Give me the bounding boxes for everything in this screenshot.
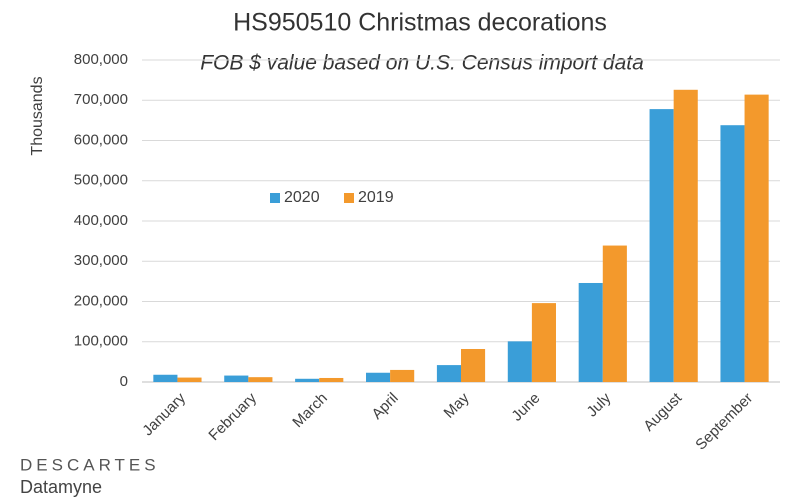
y-tick-label: 300,000 bbox=[74, 252, 128, 269]
bar bbox=[720, 125, 745, 382]
y-tick-label: 400,000 bbox=[74, 212, 128, 229]
x-tick-label: May bbox=[441, 389, 473, 421]
y-tick-label: 0 bbox=[120, 373, 128, 390]
bar bbox=[319, 377, 344, 382]
brand-product: Datamyne bbox=[20, 477, 102, 497]
x-tick-label: August bbox=[640, 389, 686, 435]
bar bbox=[578, 282, 603, 382]
y-tick-label: 200,000 bbox=[74, 292, 128, 309]
chart-title: HS950510 Christmas decorations bbox=[233, 9, 607, 37]
bar bbox=[436, 365, 461, 382]
y-tick-label: 500,000 bbox=[74, 172, 128, 189]
y-tick-label: 700,000 bbox=[74, 91, 128, 108]
x-tick-label: March bbox=[289, 390, 330, 431]
legend-label: 2019 bbox=[358, 189, 394, 206]
brand-name: DESCARTES bbox=[20, 455, 160, 474]
bar bbox=[224, 375, 249, 382]
chart-subtitle: FOB $ value based on U.S. Census import … bbox=[200, 52, 644, 75]
y-tick-label: 600,000 bbox=[74, 131, 128, 148]
bar bbox=[507, 341, 532, 382]
x-tick-label: September bbox=[692, 390, 756, 454]
bar bbox=[366, 372, 391, 382]
bar bbox=[531, 303, 556, 382]
legend-label: 2020 bbox=[284, 189, 320, 206]
y-tick-label: 100,000 bbox=[74, 333, 128, 350]
x-tick-label: February bbox=[205, 389, 260, 444]
bar bbox=[295, 378, 320, 382]
x-tick-label: July bbox=[584, 389, 615, 420]
bar bbox=[390, 369, 415, 382]
legend-swatch bbox=[270, 193, 280, 203]
bar bbox=[153, 374, 178, 382]
bar bbox=[248, 377, 273, 382]
x-tick-label: April bbox=[369, 390, 402, 423]
bar bbox=[177, 377, 202, 382]
legend-swatch bbox=[344, 193, 354, 203]
y-tick-label: 800,000 bbox=[74, 51, 128, 68]
bar bbox=[673, 89, 698, 382]
x-tick-label: June bbox=[508, 390, 543, 425]
bar bbox=[744, 94, 769, 383]
y-axis-label: Thousands bbox=[29, 76, 46, 155]
bar bbox=[461, 348, 486, 382]
bar bbox=[602, 245, 627, 382]
bar bbox=[649, 109, 674, 382]
x-tick-label: January bbox=[139, 389, 189, 439]
